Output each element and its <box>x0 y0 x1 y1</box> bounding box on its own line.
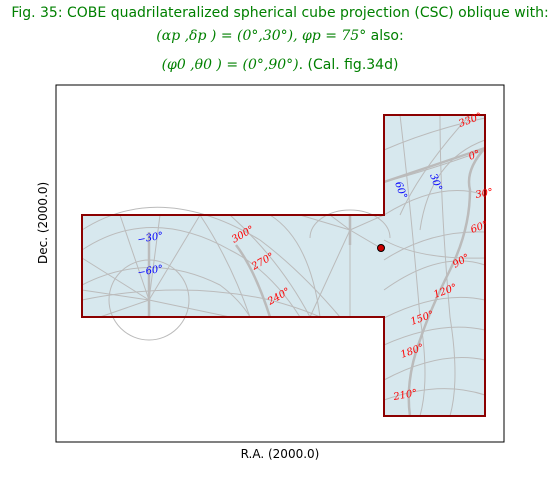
longitude-label-1: 0° <box>467 149 481 163</box>
projection-center-marker <box>377 244 385 252</box>
longitude-label-8: 210° <box>392 388 419 403</box>
title-line-2-text: also: <box>366 28 404 44</box>
chart-title-line-3: (φ0 ,θ0 ) = (0°,90°). (Cal. fig.34d) <box>0 57 560 73</box>
title-line-3-text: . (Cal. fig.34d) <box>298 57 399 73</box>
axes-frame <box>55 84 505 443</box>
cube-face-boundary <box>81 114 486 417</box>
chart-title-line-2: (αp ,δp ) = (0°,30°), φp = 75° also: <box>0 28 560 44</box>
latitude-label-3: −60° <box>137 264 165 279</box>
latitude-labels: 60° 30°−30°−60° <box>137 172 444 279</box>
graticule <box>81 114 486 417</box>
title-line-3-math: (φ0 ,θ0 ) = (0°,90°) <box>161 57 299 73</box>
longitude-label-2: 30° <box>475 187 494 201</box>
title-line-2-math: (αp ,δp ) = (0°,30°), φp = 75° <box>156 28 367 44</box>
latitude-label-2: −30° <box>137 231 165 246</box>
x-axis-label: R.A. (2000.0) <box>240 447 320 461</box>
y-axis-label: Dec. (2000.0) <box>36 181 50 264</box>
graticule-primary <box>147 146 486 417</box>
chart-title-line-1: Fig. 35: COBE quadrilateralized spherica… <box>11 5 549 21</box>
